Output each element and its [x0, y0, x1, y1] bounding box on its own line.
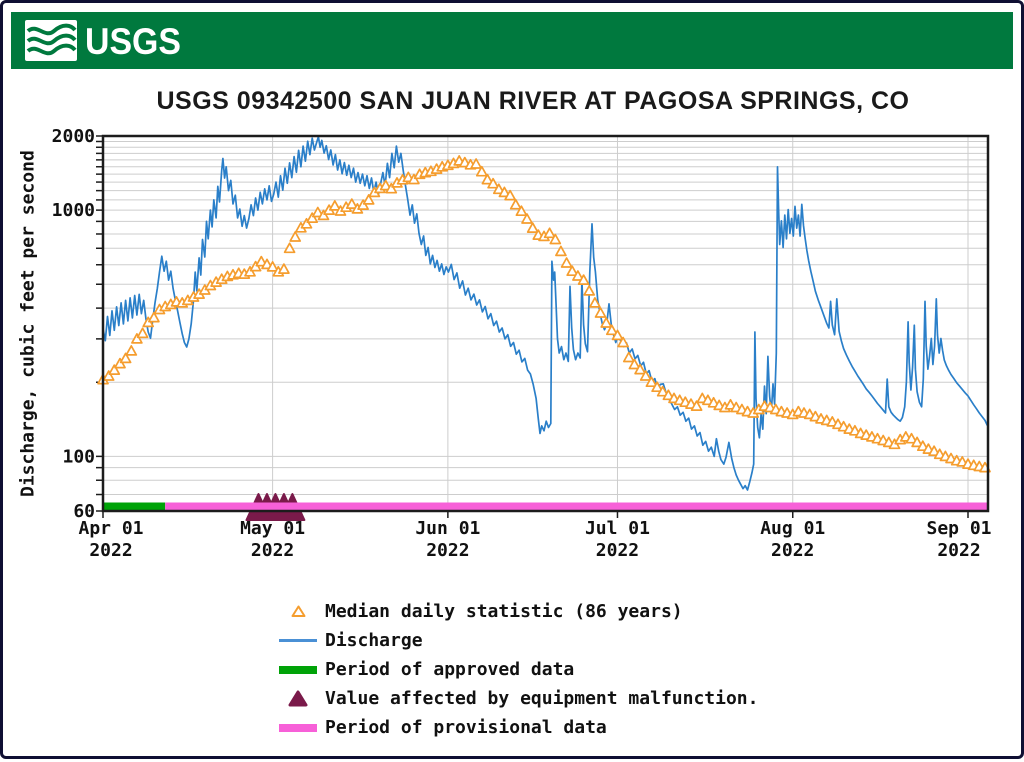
y-tick-labels: 2000 1000 100 60	[52, 126, 95, 522]
svg-text:Apr 01: Apr 01	[78, 518, 143, 539]
svg-text:Sep 01: Sep 01	[926, 518, 991, 539]
legend-item-label: Period of provisional data	[325, 717, 607, 738]
legend-item-label: Discharge	[325, 630, 423, 651]
approved-period-bar-icon	[271, 665, 325, 674]
y-axis-label: Discharge, cubic feet per second	[17, 150, 39, 497]
axis-tick-marks	[96, 135, 969, 518]
usgs-header-banner: USGS	[11, 12, 1013, 69]
provisional-period-bar	[165, 502, 988, 511]
provisional-period-bar-icon	[271, 723, 325, 732]
plot-border	[101, 134, 990, 513]
usgs-logo: USGS	[25, 20, 181, 62]
legend-item-discharge: Discharge	[271, 626, 758, 655]
svg-text:Jun 01: Jun 01	[415, 518, 480, 539]
legend-item-label: Period of approved data	[325, 659, 575, 680]
svg-text:2022: 2022	[937, 540, 980, 561]
svg-text:Aug 01: Aug 01	[760, 518, 825, 539]
usgs-logo-wave-icon	[26, 43, 77, 56]
svg-text:2022: 2022	[251, 540, 294, 561]
approved-period-bar	[103, 502, 166, 511]
usgs-logo-text: USGS	[85, 21, 181, 62]
discharge-line-icon	[271, 639, 325, 642]
median-open-triangle-icon	[271, 605, 325, 618]
svg-text:Jul 01: Jul 01	[585, 518, 650, 539]
usgs-logo-wave-icon	[26, 23, 77, 36]
malfunction-triangle-icon	[271, 690, 325, 707]
svg-text:1000: 1000	[52, 200, 95, 221]
chart-legend: Median daily statistic (86 years) Discha…	[271, 597, 758, 742]
svg-text:100: 100	[62, 446, 95, 467]
svg-text:2000: 2000	[52, 126, 95, 147]
svg-text:2022: 2022	[771, 540, 814, 561]
median-series	[97, 155, 991, 473]
usgs-logo-wave-icon	[26, 33, 77, 46]
plot-gridlines	[102, 136, 988, 511]
chart-title: USGS 09342500 SAN JUAN RIVER AT PAGOSA S…	[156, 87, 910, 115]
legend-item-label: Median daily statistic (86 years)	[325, 601, 683, 622]
svg-text:2022: 2022	[426, 540, 469, 561]
discharge-series	[102, 135, 989, 491]
legend-item-malfunction: Value affected by equipment malfunction.	[271, 684, 758, 713]
period-bars	[103, 502, 988, 511]
svg-text:May 01: May 01	[240, 518, 305, 539]
legend-item-median: Median daily statistic (86 years)	[271, 597, 758, 626]
svg-text:2022: 2022	[596, 540, 639, 561]
legend-item-label: Value affected by equipment malfunction.	[325, 688, 759, 709]
legend-item-approved: Period of approved data	[271, 655, 758, 684]
svg-text:2022: 2022	[89, 540, 132, 561]
svg-text:60: 60	[73, 501, 95, 522]
legend-item-provisional: Period of provisional data	[271, 713, 758, 742]
